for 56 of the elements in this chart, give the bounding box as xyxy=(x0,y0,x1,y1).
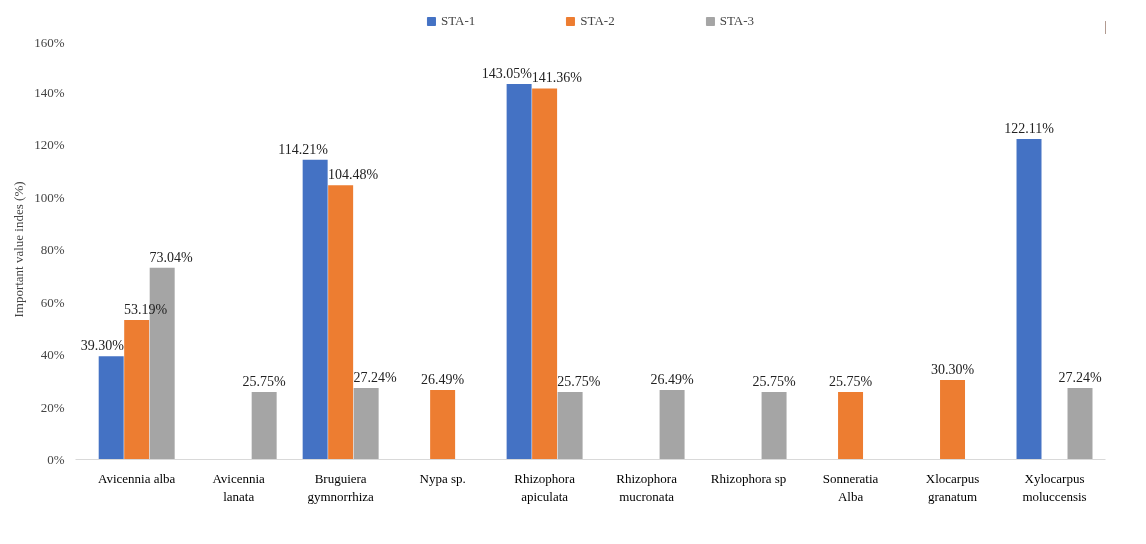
y-tick-label: 80% xyxy=(40,242,65,257)
data-label: 26.49% xyxy=(421,371,465,387)
y-tick-label: 100% xyxy=(34,189,65,205)
bar xyxy=(124,319,150,460)
y-tick-label: 0% xyxy=(47,452,65,467)
x-tick-label: Rhizophora apiculata xyxy=(514,470,576,504)
data-label: 27.24% xyxy=(1058,369,1102,385)
data-label: 25.75% xyxy=(557,373,601,389)
data-label: 143.05% xyxy=(481,65,533,81)
bar xyxy=(302,159,328,460)
y-tick-label: 20% xyxy=(40,399,65,415)
legend-label: STA-3 xyxy=(719,13,755,29)
bar xyxy=(1016,138,1042,460)
x-tick-label: Nypa sp. xyxy=(419,470,466,486)
data-label: 122.11% xyxy=(1004,120,1055,136)
bar xyxy=(430,389,456,460)
y-tick-label: 120% xyxy=(34,137,65,152)
data-label: 26.49% xyxy=(650,371,694,387)
legend-label: STA-2 xyxy=(580,13,615,29)
y-tick-label: 160% xyxy=(34,34,65,50)
data-label: 104.48% xyxy=(327,167,379,183)
bar xyxy=(353,387,379,460)
y-tick-label: 140% xyxy=(34,84,65,100)
data-label: 114.21% xyxy=(278,141,329,157)
bar xyxy=(557,391,583,460)
y-tick-label: 60% xyxy=(40,294,65,310)
x-tick-label: Xylocarpus moluccensis xyxy=(1022,470,1087,504)
data-label: 39.30% xyxy=(80,338,125,354)
bar xyxy=(328,185,354,460)
bar xyxy=(659,389,685,460)
bar xyxy=(98,356,124,460)
data-label: 27.24% xyxy=(353,369,397,385)
y-tick-label: 40% xyxy=(40,347,65,362)
legend-label: STA-1 xyxy=(440,13,476,29)
data-label: 53.19% xyxy=(123,301,168,317)
bar xyxy=(251,391,277,460)
y-axis-title: Important value indes (%) xyxy=(11,181,27,318)
bar xyxy=(1067,387,1093,460)
bar xyxy=(761,391,787,460)
data-label: 30.30% xyxy=(930,361,975,377)
data-label: 25.75% xyxy=(242,373,287,389)
x-tick-label: Avicennia alba xyxy=(98,470,176,486)
bar xyxy=(838,391,864,460)
data-label: 73.04% xyxy=(149,249,193,265)
data-label: 25.75% xyxy=(752,373,796,389)
bar xyxy=(532,88,558,460)
x-tick-label: Rhizophora sp xyxy=(710,470,787,486)
x-tick-label: Avicennia lanata xyxy=(212,470,266,504)
x-tick-label: Sonneratia Alba xyxy=(822,470,879,504)
data-label: 141.36% xyxy=(531,70,583,86)
x-tick-label: Xlocarpus granatum xyxy=(925,470,980,504)
x-tick-label: Bruguiera gymnorrhiza xyxy=(307,470,375,504)
bar xyxy=(506,83,532,460)
bar xyxy=(940,379,966,460)
data-label: 25.75% xyxy=(828,373,873,389)
x-tick-label: Rhizophora mucronata xyxy=(616,470,678,504)
